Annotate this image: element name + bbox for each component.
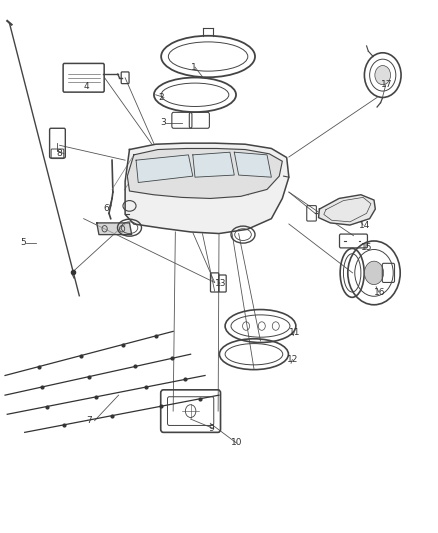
Polygon shape xyxy=(125,143,289,233)
Text: 3: 3 xyxy=(160,118,166,127)
Text: 8: 8 xyxy=(57,149,62,158)
Polygon shape xyxy=(127,149,283,198)
Text: 2: 2 xyxy=(158,93,163,102)
Text: 5: 5 xyxy=(20,238,26,247)
Text: 1: 1 xyxy=(191,63,196,71)
Circle shape xyxy=(375,66,391,85)
Text: 11: 11 xyxy=(289,328,300,337)
Text: 13: 13 xyxy=(215,279,226,288)
Text: 15: 15 xyxy=(361,244,372,253)
Text: 12: 12 xyxy=(287,355,298,364)
Polygon shape xyxy=(318,195,375,225)
Polygon shape xyxy=(136,155,193,182)
Text: 17: 17 xyxy=(381,80,393,89)
Polygon shape xyxy=(193,152,234,177)
Polygon shape xyxy=(234,152,272,177)
Text: 7: 7 xyxy=(86,416,92,425)
Text: 9: 9 xyxy=(208,424,214,433)
Text: 14: 14 xyxy=(359,221,370,230)
Circle shape xyxy=(364,261,384,285)
Text: 16: 16 xyxy=(374,287,385,296)
Text: 6: 6 xyxy=(103,204,109,213)
Text: 4: 4 xyxy=(84,82,89,91)
Polygon shape xyxy=(97,223,132,235)
Text: 10: 10 xyxy=(231,439,243,448)
